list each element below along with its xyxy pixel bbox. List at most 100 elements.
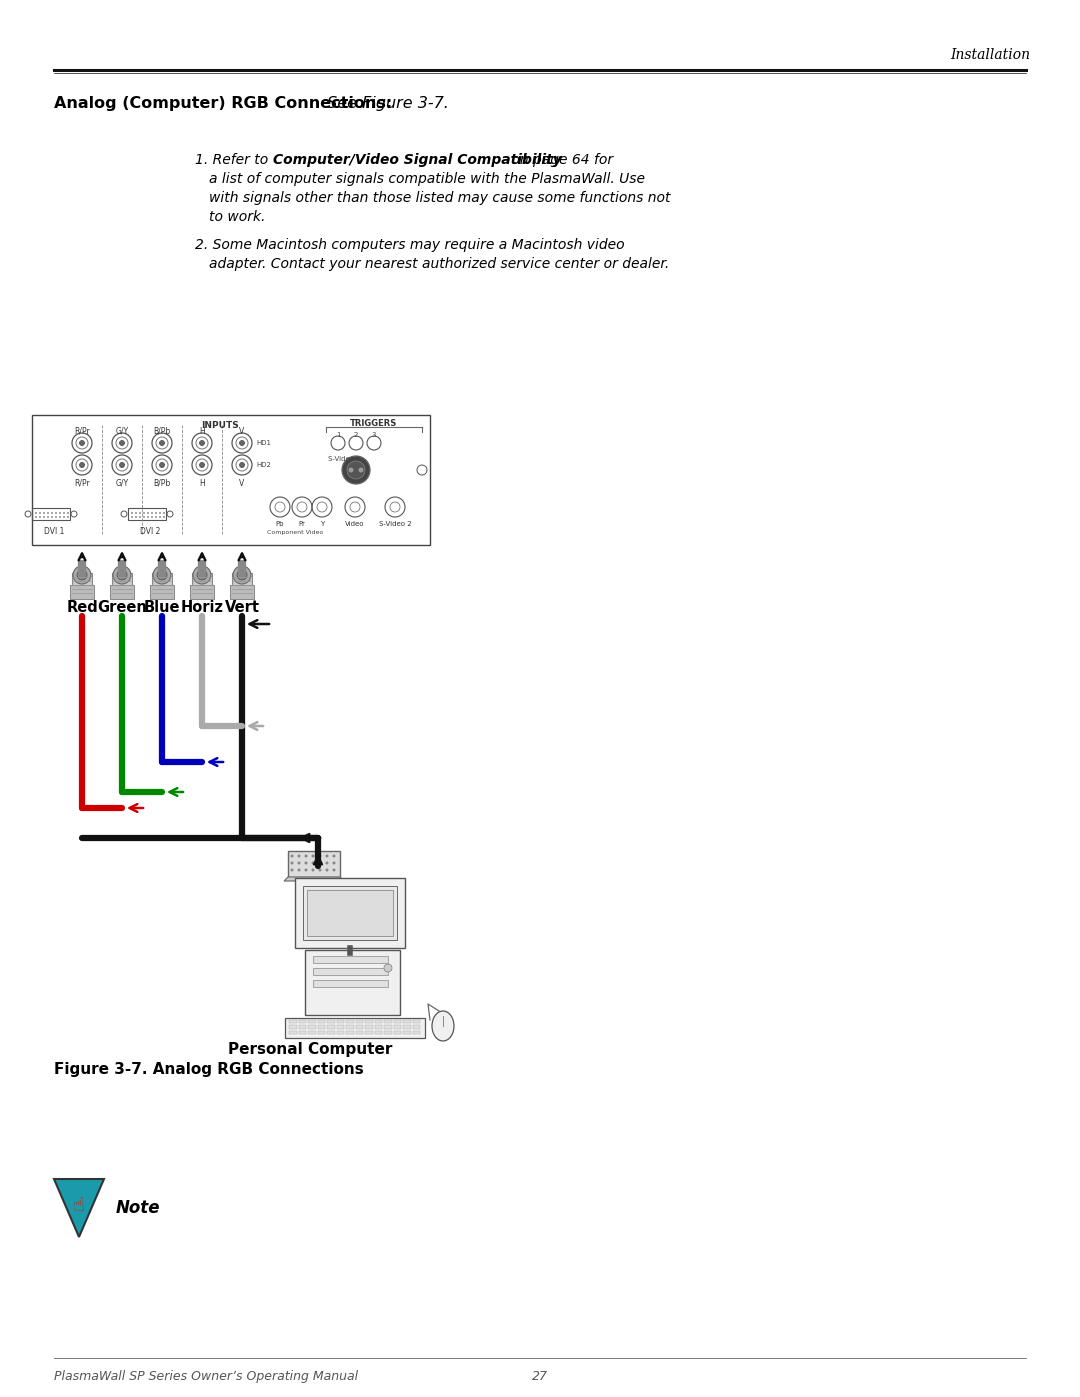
Bar bbox=[384, 1031, 391, 1034]
Circle shape bbox=[311, 869, 314, 872]
Circle shape bbox=[144, 513, 145, 514]
Bar bbox=[288, 851, 340, 877]
Circle shape bbox=[291, 862, 294, 865]
Text: G/Y: G/Y bbox=[116, 479, 129, 488]
Polygon shape bbox=[284, 877, 345, 882]
Text: Computer/Video Signal Compatibility: Computer/Video Signal Compatibility bbox=[273, 154, 562, 168]
Text: Installation: Installation bbox=[950, 47, 1030, 61]
Bar bbox=[403, 1020, 410, 1023]
Text: G/Y: G/Y bbox=[116, 427, 129, 436]
Bar bbox=[298, 1020, 306, 1023]
Circle shape bbox=[156, 517, 157, 518]
Circle shape bbox=[64, 513, 65, 514]
Circle shape bbox=[117, 570, 127, 580]
Circle shape bbox=[151, 513, 152, 514]
Circle shape bbox=[233, 566, 251, 584]
Circle shape bbox=[36, 513, 37, 514]
Text: PlasmaWall SP Series Owner’s Operating Manual: PlasmaWall SP Series Owner’s Operating M… bbox=[54, 1370, 359, 1383]
Circle shape bbox=[325, 869, 328, 872]
Text: 1. Refer to: 1. Refer to bbox=[195, 154, 272, 168]
Text: Pb: Pb bbox=[275, 521, 284, 527]
Circle shape bbox=[384, 964, 392, 972]
Text: 2: 2 bbox=[354, 432, 359, 439]
Bar bbox=[327, 1025, 335, 1028]
Circle shape bbox=[311, 862, 314, 865]
Circle shape bbox=[297, 855, 300, 858]
Bar bbox=[295, 877, 405, 949]
Bar bbox=[230, 585, 254, 599]
Circle shape bbox=[51, 513, 53, 514]
Text: Pr: Pr bbox=[298, 521, 306, 527]
Text: on page 64 for: on page 64 for bbox=[507, 154, 613, 168]
Bar bbox=[375, 1031, 382, 1034]
Text: with signals other than those listed may cause some functions not: with signals other than those listed may… bbox=[210, 191, 671, 205]
Circle shape bbox=[156, 513, 157, 514]
Text: Vert: Vert bbox=[225, 599, 259, 615]
Bar bbox=[413, 1025, 420, 1028]
Text: HD2: HD2 bbox=[256, 462, 271, 468]
Text: Component Video: Component Video bbox=[267, 529, 323, 535]
Bar bbox=[346, 1031, 353, 1034]
Bar bbox=[303, 886, 397, 940]
Circle shape bbox=[139, 517, 140, 518]
Text: Y: Y bbox=[320, 521, 324, 527]
Text: V: V bbox=[240, 427, 245, 436]
Circle shape bbox=[305, 869, 308, 872]
Circle shape bbox=[333, 869, 336, 872]
Bar bbox=[313, 956, 388, 963]
Text: Analog (Computer) RGB Connections:: Analog (Computer) RGB Connections: bbox=[54, 96, 392, 110]
Bar bbox=[70, 585, 94, 599]
Circle shape bbox=[153, 566, 171, 584]
Text: HD1: HD1 bbox=[256, 440, 271, 446]
Text: ☝: ☝ bbox=[73, 1196, 85, 1214]
Circle shape bbox=[157, 570, 167, 580]
Circle shape bbox=[197, 570, 207, 580]
Bar bbox=[150, 585, 174, 599]
Bar bbox=[393, 1020, 401, 1023]
Circle shape bbox=[67, 513, 69, 514]
Text: TRIGGERS: TRIGGERS bbox=[350, 419, 397, 427]
Bar bbox=[403, 1025, 410, 1028]
Circle shape bbox=[135, 513, 137, 514]
Circle shape bbox=[319, 862, 322, 865]
Text: V: V bbox=[240, 479, 245, 488]
Text: H: H bbox=[199, 479, 205, 488]
Bar bbox=[403, 1031, 410, 1034]
Bar bbox=[365, 1020, 373, 1023]
Circle shape bbox=[135, 517, 137, 518]
Circle shape bbox=[325, 862, 328, 865]
Circle shape bbox=[347, 461, 365, 479]
Circle shape bbox=[342, 455, 370, 483]
Text: See Figure 3-7.: See Figure 3-7. bbox=[322, 96, 449, 110]
Bar bbox=[289, 1025, 297, 1028]
Bar bbox=[337, 1031, 345, 1034]
Circle shape bbox=[36, 517, 37, 518]
Circle shape bbox=[159, 513, 161, 514]
Circle shape bbox=[73, 566, 91, 584]
Text: 2. Some Macintosh computers may require a Macintosh video: 2. Some Macintosh computers may require … bbox=[195, 237, 624, 251]
Circle shape bbox=[55, 517, 57, 518]
Bar bbox=[318, 1020, 325, 1023]
Circle shape bbox=[147, 517, 149, 518]
Bar bbox=[384, 1020, 391, 1023]
Bar bbox=[393, 1025, 401, 1028]
Circle shape bbox=[131, 517, 133, 518]
Bar bbox=[318, 1031, 325, 1034]
Circle shape bbox=[139, 513, 140, 514]
Bar bbox=[192, 573, 212, 595]
Circle shape bbox=[297, 869, 300, 872]
Bar bbox=[32, 415, 430, 545]
Bar bbox=[190, 585, 214, 599]
Text: to work.: to work. bbox=[210, 210, 266, 224]
Circle shape bbox=[333, 855, 336, 858]
Bar bbox=[305, 950, 400, 1016]
Bar bbox=[112, 573, 132, 595]
Text: 1: 1 bbox=[336, 432, 340, 439]
Bar bbox=[298, 1031, 306, 1034]
Circle shape bbox=[39, 513, 41, 514]
Circle shape bbox=[319, 855, 322, 858]
Bar bbox=[393, 1031, 401, 1034]
Circle shape bbox=[43, 513, 44, 514]
Circle shape bbox=[48, 513, 49, 514]
Circle shape bbox=[43, 517, 44, 518]
